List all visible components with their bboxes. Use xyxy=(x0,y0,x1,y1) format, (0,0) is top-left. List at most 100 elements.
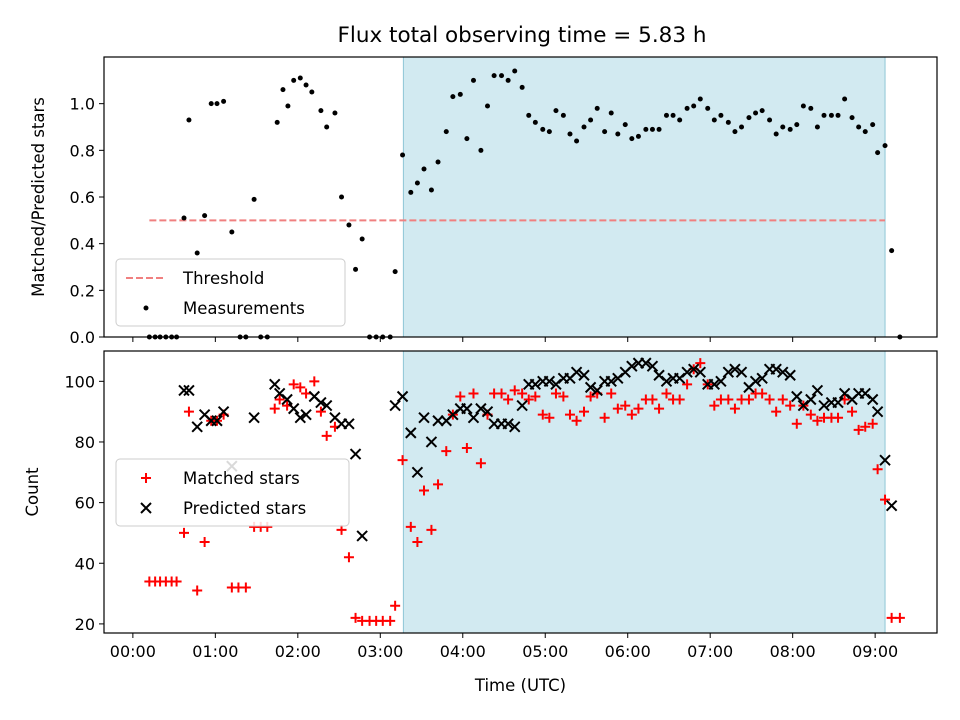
data-point xyxy=(646,360,659,372)
legend-label: Matched stars xyxy=(183,469,300,488)
data-point xyxy=(811,384,824,397)
data-point xyxy=(622,122,628,128)
data-point xyxy=(558,391,569,402)
data-point xyxy=(661,388,672,399)
data-point xyxy=(509,421,521,433)
data-point xyxy=(612,403,623,414)
data-point xyxy=(324,124,330,130)
data-point xyxy=(885,499,898,512)
data-point xyxy=(537,409,548,420)
data-point xyxy=(599,412,610,423)
data-point xyxy=(499,73,505,79)
data-point xyxy=(211,415,223,427)
data-point xyxy=(808,105,814,111)
data-point xyxy=(866,393,879,406)
data-point xyxy=(570,366,583,378)
data-point xyxy=(694,366,707,378)
data-point xyxy=(303,82,309,88)
data-point xyxy=(764,394,775,405)
data-point xyxy=(390,600,401,611)
data-point xyxy=(457,91,463,97)
y-tick-label: 60 xyxy=(75,494,95,513)
data-point xyxy=(526,112,532,118)
data-point xyxy=(691,103,697,109)
data-point xyxy=(608,110,614,116)
data-point xyxy=(718,112,724,118)
legend-box xyxy=(115,458,350,527)
data-point xyxy=(540,126,546,132)
data-point xyxy=(229,229,235,235)
observing-window-span xyxy=(402,56,886,338)
data-point xyxy=(400,152,406,158)
data-point xyxy=(455,391,466,402)
data-point xyxy=(546,129,552,135)
x-tick-label: 04:00 xyxy=(440,642,486,661)
data-point xyxy=(732,129,738,135)
data-point xyxy=(682,379,693,390)
data-point xyxy=(285,103,291,109)
data-point xyxy=(871,405,884,418)
data-point xyxy=(578,369,590,381)
data-point xyxy=(467,412,480,424)
data-point xyxy=(349,448,362,460)
legend-label: Predicted stars xyxy=(183,499,306,518)
data-point xyxy=(832,396,844,409)
data-point xyxy=(833,412,844,423)
data-point xyxy=(591,384,603,397)
data-point xyxy=(461,443,472,454)
data-point xyxy=(656,126,662,132)
data-point xyxy=(194,250,200,256)
data-point xyxy=(875,150,881,156)
data-point xyxy=(626,360,638,372)
y-tick-label: 0.6 xyxy=(70,188,95,207)
data-point xyxy=(835,112,841,118)
data-point xyxy=(784,369,796,381)
data-point xyxy=(519,84,525,90)
data-point xyxy=(882,143,888,149)
data-point xyxy=(397,455,408,466)
data-point xyxy=(425,436,438,448)
data-point xyxy=(723,394,734,405)
data-point xyxy=(620,400,631,411)
data-point xyxy=(791,418,802,429)
data-point xyxy=(594,105,600,111)
data-point xyxy=(674,394,685,405)
data-point xyxy=(339,194,345,200)
data-point xyxy=(186,117,192,123)
data-point xyxy=(405,521,416,532)
data-point xyxy=(251,196,257,202)
data-point xyxy=(584,381,597,394)
data-point xyxy=(208,101,214,107)
data-point xyxy=(503,394,514,405)
data-point xyxy=(746,115,752,121)
data-point xyxy=(615,131,621,137)
data-point xyxy=(777,366,789,378)
data-point xyxy=(560,112,566,118)
data-point xyxy=(879,454,891,466)
data-point xyxy=(315,396,327,409)
data-point xyxy=(530,391,541,402)
data-point xyxy=(405,427,417,439)
data-point xyxy=(461,402,473,415)
data-point xyxy=(800,103,806,109)
data-point xyxy=(880,494,891,505)
data-point xyxy=(183,384,195,397)
data-point xyxy=(217,405,230,418)
data-point xyxy=(496,388,507,399)
data-point xyxy=(433,479,444,490)
data-point xyxy=(581,124,587,130)
data-point xyxy=(281,393,293,406)
data-point xyxy=(441,446,452,457)
data-point xyxy=(739,124,745,130)
data-point xyxy=(853,424,864,435)
legend-marker xyxy=(140,502,152,514)
y-tick-label: 1.0 xyxy=(70,95,95,114)
data-point xyxy=(725,119,731,125)
y-tick-label: 0.2 xyxy=(70,281,95,300)
x-tick-label: 01:00 xyxy=(192,642,238,661)
data-point xyxy=(502,418,514,430)
data-point xyxy=(411,466,424,478)
data-point xyxy=(274,394,285,405)
data-point xyxy=(221,98,227,104)
data-point xyxy=(288,379,299,390)
